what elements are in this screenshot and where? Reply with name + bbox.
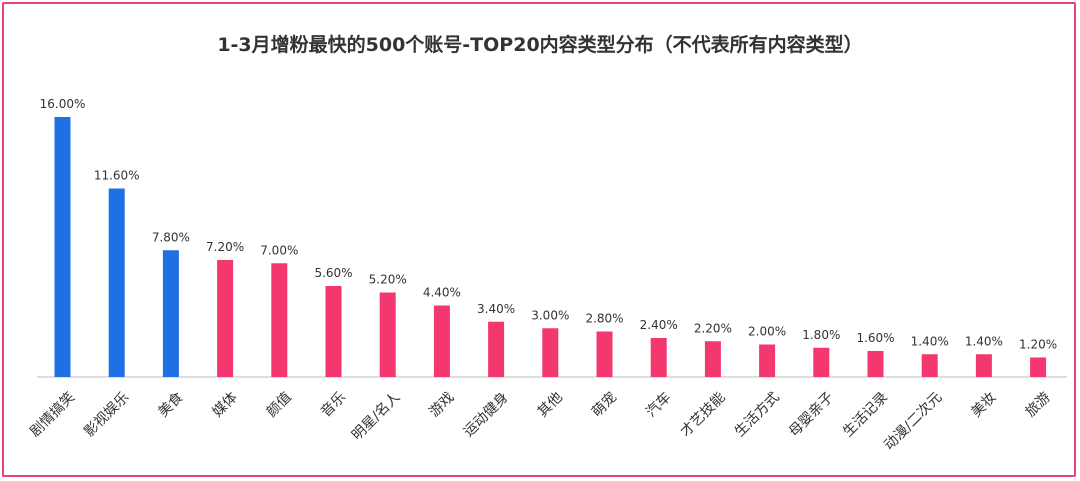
category-label: 萌宠 [589,389,620,420]
data-label: 7.20% [206,240,244,254]
category-label: 美妆 [968,389,999,420]
data-label: 5.60% [314,266,352,280]
category-label: 其他 [535,389,566,420]
category-label: 旅游 [1023,389,1054,420]
data-label: 1.80% [802,328,840,342]
category-label: 影视娱乐 [81,389,132,440]
bar [596,331,613,377]
bar [542,328,559,377]
bar [379,292,396,377]
bar [433,305,450,377]
data-label: 1.40% [911,334,949,348]
data-label: 1.20% [1019,338,1057,352]
data-label: 2.80% [585,312,623,326]
data-label: 16.00% [40,97,86,111]
bar [813,347,830,377]
bar [975,354,992,377]
category-label: 生活方式 [732,389,783,440]
category-label: 运动健身 [461,389,512,440]
bar [704,341,721,377]
bar [54,117,71,377]
category-label: 美食 [155,389,187,421]
category-label: 媒体 [210,389,241,420]
bar [759,344,776,377]
data-label: 11.60% [94,169,140,183]
data-label: 7.00% [260,243,298,257]
bar [488,321,505,377]
category-label: 动漫/二次元 [881,389,945,453]
bar [217,260,234,377]
category-label: 剧情搞笑 [27,389,78,440]
category-label: 才艺技能 [678,389,729,440]
category-label: 汽车 [642,389,674,421]
bar [650,338,667,377]
category-label: 生活记录 [840,389,891,440]
data-label: 1.40% [965,334,1003,348]
data-label: 4.40% [423,286,461,300]
bar [108,188,125,377]
data-label: 1.60% [856,331,894,345]
bar [867,351,884,377]
data-label: 5.20% [369,273,407,287]
bar [325,286,342,377]
category-label: 音乐 [317,389,349,421]
bar [1030,357,1047,377]
data-label: 2.00% [748,325,786,339]
category-label: 母婴亲子 [786,389,837,440]
bar [271,263,288,377]
category-label: 游戏 [426,389,457,420]
data-label: 7.80% [152,230,190,244]
category-label: 明星/名人 [349,389,403,443]
data-label: 3.40% [477,302,515,316]
category-label: 颜值 [264,389,295,420]
data-label: 2.40% [640,318,678,332]
chart-title: 1-3月增粉最快的500个账号-TOP20内容类型分布（不代表所有内容类型） [217,34,863,56]
data-label: 2.20% [694,321,732,335]
bar [921,354,938,377]
bar [162,250,179,377]
data-label: 3.00% [531,308,569,322]
